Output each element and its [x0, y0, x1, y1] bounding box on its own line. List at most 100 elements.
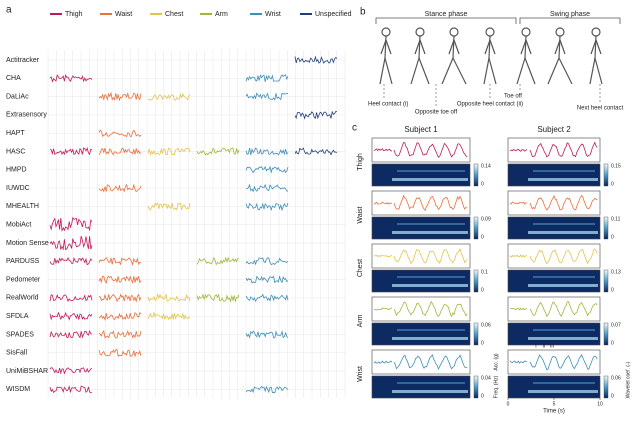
signal-box [371, 296, 471, 322]
legend-label: Unspecified [315, 11, 352, 18]
colorbar [603, 269, 609, 293]
colorbar [473, 163, 479, 187]
signal [245, 257, 289, 266]
dataset-name: RealWorld [6, 295, 39, 302]
leg [483, 57, 490, 85]
colorbar [473, 375, 479, 399]
leg [441, 57, 454, 85]
signal [147, 202, 191, 211]
head [521, 27, 531, 37]
colorbar [603, 375, 609, 399]
legend-label: Thigh [65, 11, 83, 18]
signal [529, 353, 598, 371]
dataset-name: DaLiAc [6, 93, 29, 100]
x-tick-label: 5 [553, 401, 556, 407]
signal [98, 257, 142, 267]
arm [554, 39, 561, 55]
leg [418, 57, 430, 85]
spectrogram-band [528, 337, 598, 340]
signal [373, 360, 393, 364]
signal [373, 254, 393, 258]
event-label: Toe off [504, 94, 522, 100]
signal [245, 330, 289, 339]
arm [453, 39, 460, 55]
signal [294, 110, 337, 120]
colorbar-min: 0 [481, 393, 484, 399]
leg [524, 57, 536, 85]
signal-box [507, 190, 601, 216]
signal [245, 202, 289, 212]
signal [509, 254, 528, 258]
signal-box [507, 243, 601, 269]
leg [558, 57, 573, 85]
spectrogram-band [533, 382, 595, 384]
dataset-name: HMPD [6, 167, 27, 174]
spectrogram-band [533, 329, 595, 331]
event-label: Heel contact (i) [368, 102, 408, 108]
colorbar-max: 0.1 [481, 269, 488, 275]
signal [245, 74, 289, 82]
colorbar-max: 0.11 [611, 216, 621, 222]
spectrogram [371, 216, 471, 240]
leg [594, 57, 603, 85]
signal [49, 329, 93, 339]
leg [379, 57, 386, 85]
arm [414, 39, 421, 55]
signal [98, 275, 142, 285]
spectrogram-band [392, 178, 468, 181]
leg [589, 57, 596, 85]
signal [245, 183, 289, 193]
signal [98, 91, 142, 102]
dataset-name: SPADES [6, 331, 34, 338]
spectrogram-band [397, 329, 465, 331]
signal-box [371, 349, 471, 375]
event-label: Opposite heel contact (ii) [457, 102, 523, 108]
signal [245, 385, 289, 394]
spectrogram-band [528, 284, 598, 287]
signal [245, 92, 289, 101]
signal [373, 148, 393, 152]
leg [410, 57, 420, 85]
signal [98, 293, 142, 303]
colorbar-max: 0.06 [481, 322, 491, 328]
phase-marker: II [543, 343, 546, 349]
body [524, 35, 527, 59]
spectrogram [371, 322, 471, 346]
colorbar-max: 0.04 [481, 375, 491, 381]
signal [98, 129, 142, 138]
colorbar [473, 216, 479, 240]
colorbar [603, 163, 609, 187]
signal [294, 147, 338, 156]
axis-label: Time (s) [543, 409, 565, 415]
row-label: Waist [357, 206, 364, 223]
row-label: Thigh [357, 153, 364, 171]
signal [98, 312, 142, 321]
arm [520, 39, 527, 55]
dataset-name: WISDM [6, 386, 30, 393]
panel-label: c [352, 123, 357, 134]
head [381, 27, 391, 37]
dataset-name: MHEALTH [6, 203, 39, 210]
signal [49, 311, 93, 321]
walking-figure [410, 27, 430, 85]
row-label: Chest [357, 259, 364, 277]
signal [98, 330, 142, 339]
spectrogram-band [533, 223, 595, 225]
bracket [375, 17, 517, 24]
row-label: Wrist [357, 366, 364, 382]
signal [529, 301, 598, 318]
body [558, 35, 561, 59]
signal [373, 201, 393, 205]
arm [590, 39, 597, 55]
walking-figure [483, 27, 497, 85]
signal [98, 147, 142, 156]
dataset-name: CHA [6, 75, 21, 82]
signal [196, 147, 240, 156]
spectrogram [507, 216, 601, 240]
colorbar-max: 0.14 [481, 163, 491, 169]
spectrogram [371, 269, 471, 293]
spectrogram-band [397, 276, 465, 278]
dataset-name: Extrasensory [6, 112, 47, 119]
spectrogram-band [528, 231, 598, 234]
